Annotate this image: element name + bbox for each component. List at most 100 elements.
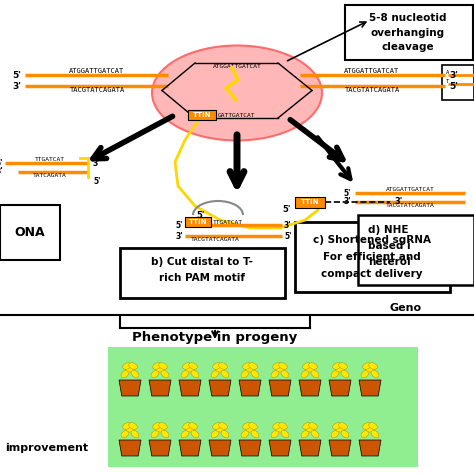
Ellipse shape xyxy=(126,366,135,372)
Text: TACGTATCAGATA: TACGTATCAGATA xyxy=(69,87,125,93)
Text: 5': 5' xyxy=(283,206,291,215)
Ellipse shape xyxy=(311,370,319,378)
Text: For efficient and: For efficient and xyxy=(323,252,421,262)
Ellipse shape xyxy=(159,423,167,429)
Ellipse shape xyxy=(161,430,169,438)
Text: TTGATCAT: TTGATCAT xyxy=(213,219,243,225)
Text: heterol: heterol xyxy=(368,257,410,267)
Polygon shape xyxy=(359,440,381,456)
Ellipse shape xyxy=(281,370,289,378)
Polygon shape xyxy=(239,440,261,456)
Ellipse shape xyxy=(153,423,161,429)
FancyBboxPatch shape xyxy=(0,205,60,260)
Text: 3': 3' xyxy=(12,82,21,91)
Text: cleavage: cleavage xyxy=(382,42,434,52)
Text: 3': 3' xyxy=(449,71,458,80)
Ellipse shape xyxy=(221,430,229,438)
Ellipse shape xyxy=(363,423,371,429)
Ellipse shape xyxy=(331,430,339,438)
Text: GATTGATCAT: GATTGATCAT xyxy=(218,112,255,118)
Ellipse shape xyxy=(275,366,284,372)
Ellipse shape xyxy=(182,423,191,429)
Text: 3': 3' xyxy=(284,220,292,229)
Ellipse shape xyxy=(121,370,129,378)
Ellipse shape xyxy=(271,430,279,438)
Ellipse shape xyxy=(306,426,315,432)
Ellipse shape xyxy=(279,423,287,429)
Ellipse shape xyxy=(371,370,379,378)
Ellipse shape xyxy=(219,423,228,429)
Text: 3': 3' xyxy=(93,158,100,167)
Ellipse shape xyxy=(309,363,317,369)
Text: rich PAM motif: rich PAM motif xyxy=(159,273,245,283)
Ellipse shape xyxy=(249,363,257,369)
Ellipse shape xyxy=(306,366,315,372)
Text: 5': 5' xyxy=(0,158,3,167)
Ellipse shape xyxy=(189,363,197,369)
Polygon shape xyxy=(119,380,141,396)
Polygon shape xyxy=(329,380,351,396)
Text: ATGGATTGATCAT: ATGGATTGATCAT xyxy=(345,68,400,74)
Ellipse shape xyxy=(331,370,339,378)
Ellipse shape xyxy=(311,430,319,438)
Text: TATCAGATA: TATCAGATA xyxy=(33,173,67,178)
Text: 3': 3' xyxy=(394,198,402,207)
Text: b) Cut distal to T-: b) Cut distal to T- xyxy=(151,257,253,267)
Ellipse shape xyxy=(249,423,257,429)
Text: 3': 3' xyxy=(343,198,351,207)
Ellipse shape xyxy=(185,426,194,432)
Ellipse shape xyxy=(333,423,341,429)
Ellipse shape xyxy=(336,426,345,432)
Ellipse shape xyxy=(191,370,199,378)
Ellipse shape xyxy=(281,430,289,438)
Ellipse shape xyxy=(303,363,311,369)
Text: 5': 5' xyxy=(284,231,292,240)
Ellipse shape xyxy=(181,370,189,378)
Ellipse shape xyxy=(123,363,131,369)
FancyBboxPatch shape xyxy=(295,197,325,208)
Text: 5': 5' xyxy=(449,82,458,91)
Text: T: T xyxy=(446,79,449,83)
Ellipse shape xyxy=(151,370,159,378)
Text: 5': 5' xyxy=(344,189,351,198)
Ellipse shape xyxy=(333,363,341,369)
Text: improvement: improvement xyxy=(5,443,88,453)
Text: based i: based i xyxy=(368,241,410,251)
Ellipse shape xyxy=(301,430,309,438)
Text: overhanging: overhanging xyxy=(371,28,445,38)
Polygon shape xyxy=(179,440,201,456)
Text: TTGATCAT: TTGATCAT xyxy=(35,157,65,162)
Ellipse shape xyxy=(363,363,371,369)
Ellipse shape xyxy=(369,363,377,369)
Text: TTIN: TTIN xyxy=(193,112,211,118)
Ellipse shape xyxy=(131,430,139,438)
Ellipse shape xyxy=(213,363,221,369)
Polygon shape xyxy=(149,440,171,456)
FancyBboxPatch shape xyxy=(108,347,418,467)
Ellipse shape xyxy=(241,370,249,378)
Text: ATGGATTGATCAT: ATGGATTGATCAT xyxy=(69,68,125,74)
Ellipse shape xyxy=(123,423,131,429)
Text: TTIN: TTIN xyxy=(301,200,319,206)
Ellipse shape xyxy=(152,46,322,140)
Polygon shape xyxy=(299,440,321,456)
Ellipse shape xyxy=(181,430,189,438)
FancyBboxPatch shape xyxy=(358,215,474,285)
FancyBboxPatch shape xyxy=(295,222,450,292)
Ellipse shape xyxy=(361,430,369,438)
Ellipse shape xyxy=(309,423,317,429)
Ellipse shape xyxy=(339,363,347,369)
FancyBboxPatch shape xyxy=(185,217,211,227)
Ellipse shape xyxy=(155,366,164,372)
Text: d) NHE: d) NHE xyxy=(368,225,409,235)
Ellipse shape xyxy=(213,423,221,429)
Polygon shape xyxy=(119,440,141,456)
Text: TACGTATCAGATA: TACGTATCAGATA xyxy=(345,87,400,93)
Ellipse shape xyxy=(369,423,377,429)
Ellipse shape xyxy=(361,370,369,378)
FancyBboxPatch shape xyxy=(345,5,473,60)
Polygon shape xyxy=(209,380,231,396)
Text: 5': 5' xyxy=(93,176,100,185)
Polygon shape xyxy=(239,380,261,396)
Ellipse shape xyxy=(341,430,349,438)
